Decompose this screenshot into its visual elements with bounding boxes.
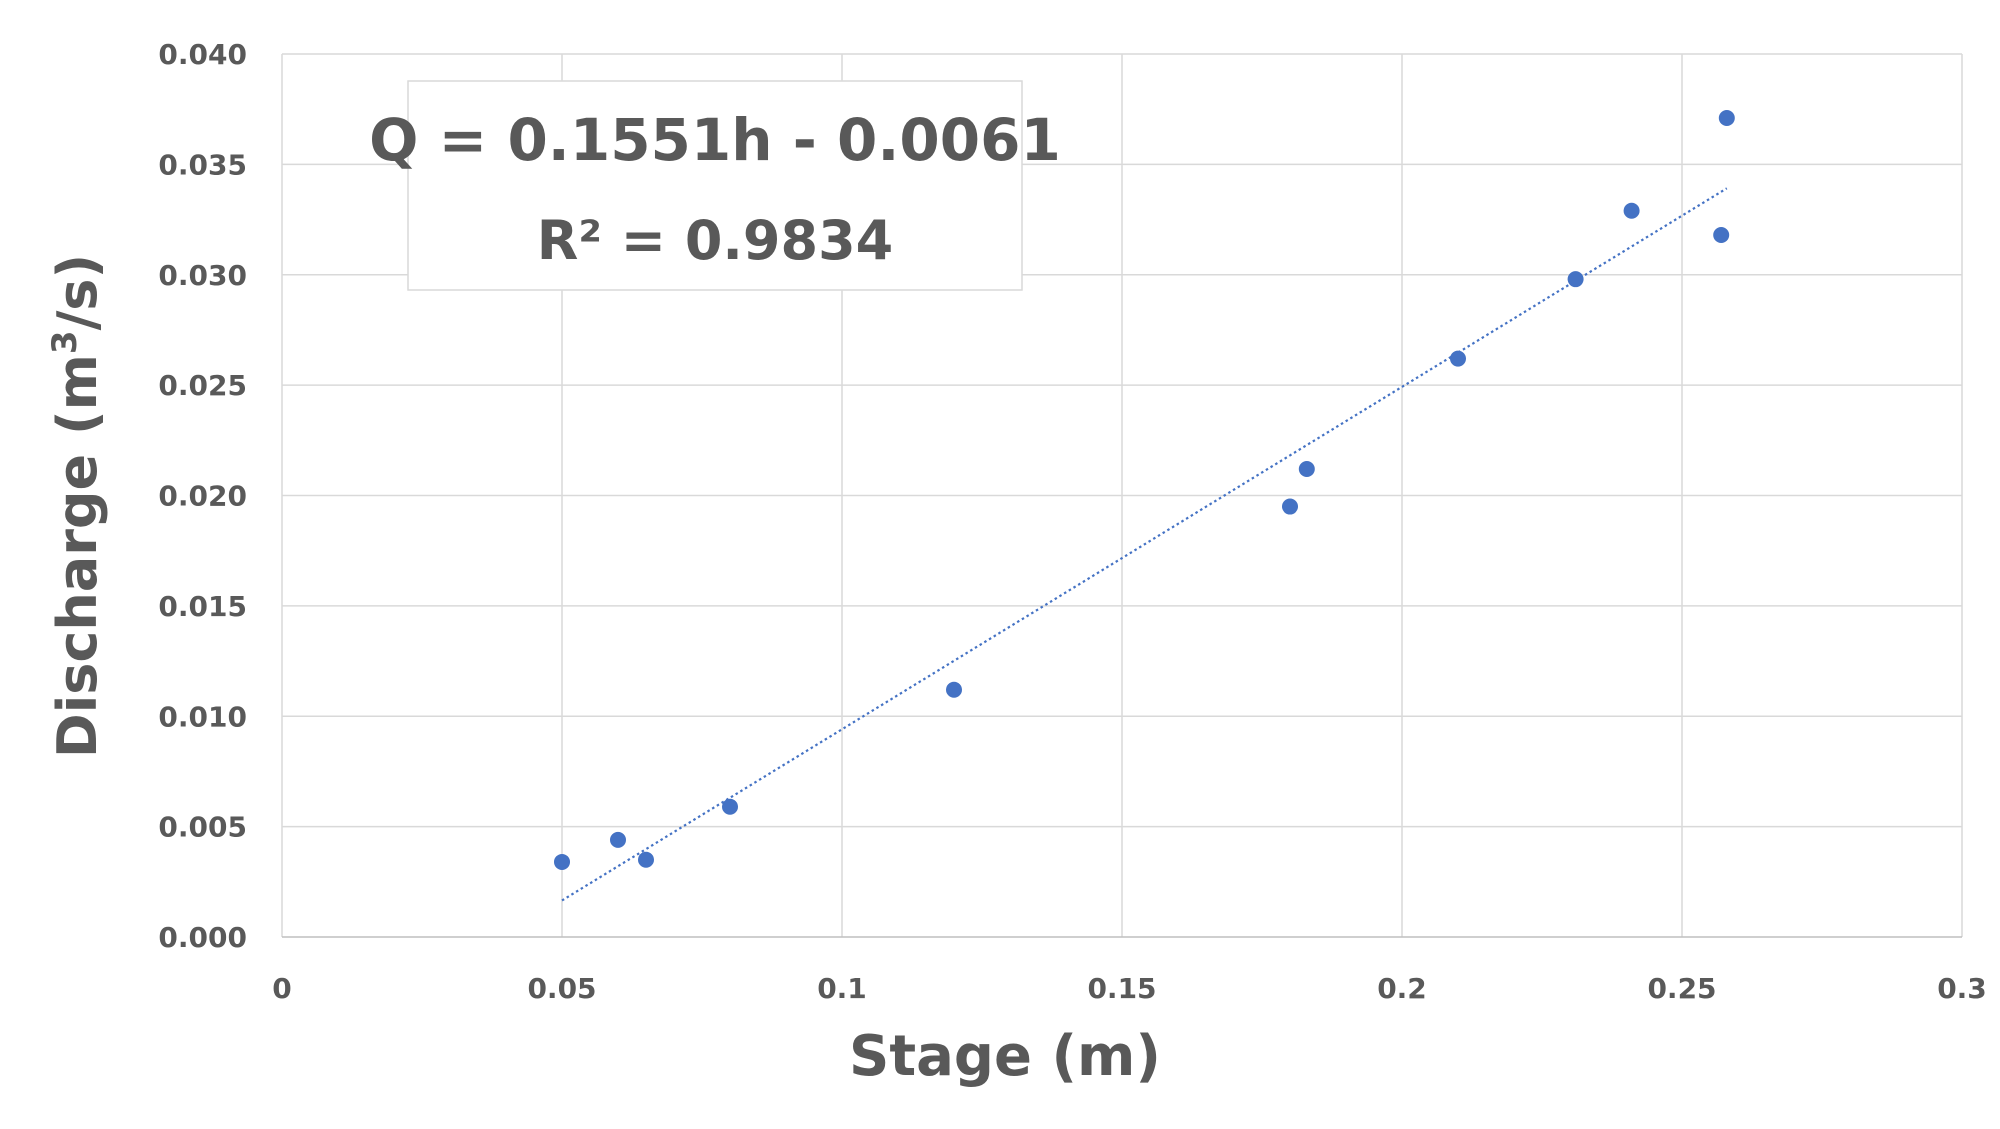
y-tick-label: 0.020 — [158, 480, 247, 513]
data-point — [554, 853, 570, 870]
data-point — [1298, 461, 1315, 478]
equation-box: Q = 0.1551h - 0.0061 R² = 0.9834 — [369, 80, 1061, 291]
x-tick-label: 0 — [272, 972, 291, 1005]
data-point — [1713, 227, 1730, 244]
y-tick-label: 0.000 — [158, 921, 247, 954]
data-point — [610, 831, 626, 848]
x-tick-labels: 0 0.05 0.1 0.15 0.2 0.25 0.3 — [272, 972, 1987, 1005]
gridlines — [281, 53, 1963, 938]
data-point — [638, 851, 654, 868]
trendline — [561, 187, 1728, 902]
x-tick-label: 0.25 — [1647, 972, 1716, 1005]
y-tick-label: 0.005 — [158, 811, 247, 844]
data-point — [946, 681, 962, 698]
x-tick-label: 0.15 — [1087, 972, 1156, 1005]
y-tick-label: 0.010 — [158, 700, 247, 733]
y-tick-label: 0.040 — [158, 38, 247, 71]
data-point — [1282, 498, 1298, 515]
x-tick-label: 0.3 — [1937, 972, 1987, 1005]
x-tick-label: 0.05 — [527, 972, 596, 1005]
y-axis-title-superscript: 3 — [45, 330, 85, 354]
x-tick-label: 0.1 — [817, 972, 867, 1005]
data-point — [1450, 350, 1466, 367]
y-tick-labels: 0.000 0.005 0.010 0.015 0.020 0.025 0.030 0.035… — [158, 38, 247, 954]
y-axis-title: Discharge (m3/s) — [45, 254, 109, 758]
y-tick-label: 0.015 — [158, 590, 247, 623]
x-tick-label: 0.2 — [1377, 972, 1427, 1005]
y-tick-label: 0.035 — [158, 148, 247, 181]
r-squared-label: R² = 0.9834 — [537, 209, 893, 272]
y-tick-label: 0.030 — [158, 259, 247, 292]
equation-box-border — [407, 80, 1023, 291]
y-axis-title-main: Discharge (m — [46, 354, 109, 758]
y-tick-label: 0.025 — [158, 369, 247, 402]
data-points — [554, 110, 1735, 870]
data-point — [1567, 271, 1584, 288]
trendline-equation: Q = 0.1551h - 0.0061 — [369, 106, 1061, 174]
data-point — [722, 798, 738, 815]
x-axis-title: Stage (m) — [849, 1024, 1161, 1089]
y-axis-title-end: /s) — [46, 254, 109, 331]
data-point — [1623, 202, 1640, 219]
data-point — [1718, 110, 1735, 127]
